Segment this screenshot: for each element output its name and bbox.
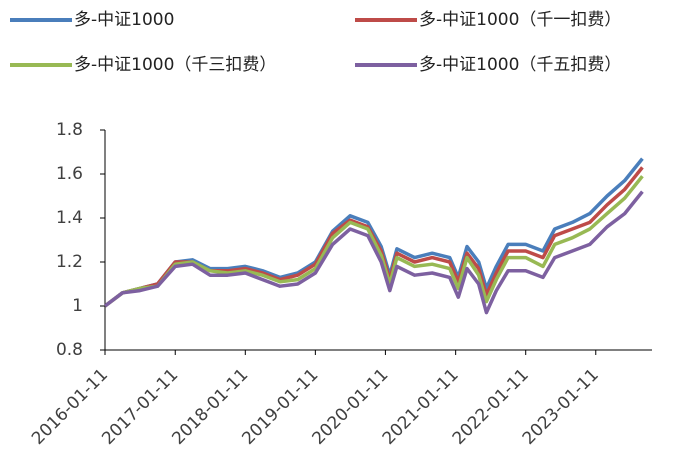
y-tick-label: 1.8	[56, 120, 83, 140]
series-line	[103, 190, 644, 315]
legend-label: 多-中证1000（千一扣费）	[419, 10, 621, 30]
series-line	[103, 166, 644, 308]
y-tick-label: 1.2	[56, 252, 83, 272]
series-line	[103, 175, 644, 308]
legend-label: 多-中证1000（千三扣费）	[74, 55, 276, 75]
y-tick-label: 0.8	[56, 340, 83, 360]
legend-label: 多-中证1000	[74, 10, 174, 30]
x-tick-label: 2023-01-11	[519, 365, 603, 449]
legend-label: 多-中证1000（千五扣费）	[419, 55, 621, 75]
y-tick-label: 1	[72, 296, 83, 316]
y-tick-label: 1.6	[56, 164, 83, 184]
y-tick-label: 1.4	[56, 208, 83, 228]
